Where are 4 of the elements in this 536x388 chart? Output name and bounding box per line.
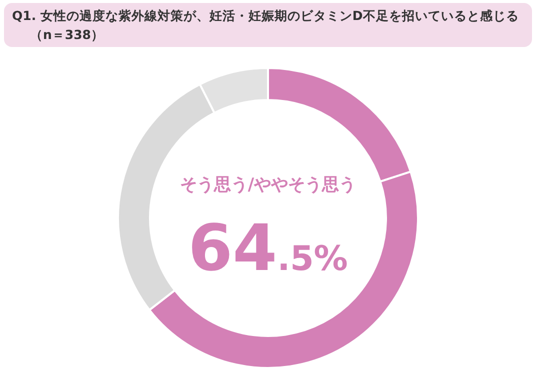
text: 64.5% [188,212,348,286]
text: そう思う/ややそう思う [180,175,356,195]
chart-subtitle: （n＝338） [30,27,104,42]
chart-title: Q1. 女性の過度な紫外線対策が、妊活・妊娠期のビタミンD不足を招いていると感じる [12,8,519,23]
